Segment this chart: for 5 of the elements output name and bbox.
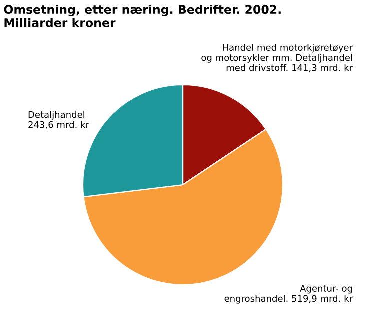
- slice-label: Agentur- og engroshandel. 519,9 mrd. kr: [224, 285, 353, 304]
- slice-label: Detaljhandel: [28, 111, 85, 120]
- slice-label: Handel med motorkjøretøyer og motorsykler mm. Detaljhandel med drivstoff. 141,3 mrd. kr: [202, 44, 354, 72]
- data-label: 243,6 mrd. kr: [28, 121, 90, 130]
- chart-title: Omsetning, etter næring. Bedrifter. 2002. Milliarder kroner: [4, 4, 281, 28]
